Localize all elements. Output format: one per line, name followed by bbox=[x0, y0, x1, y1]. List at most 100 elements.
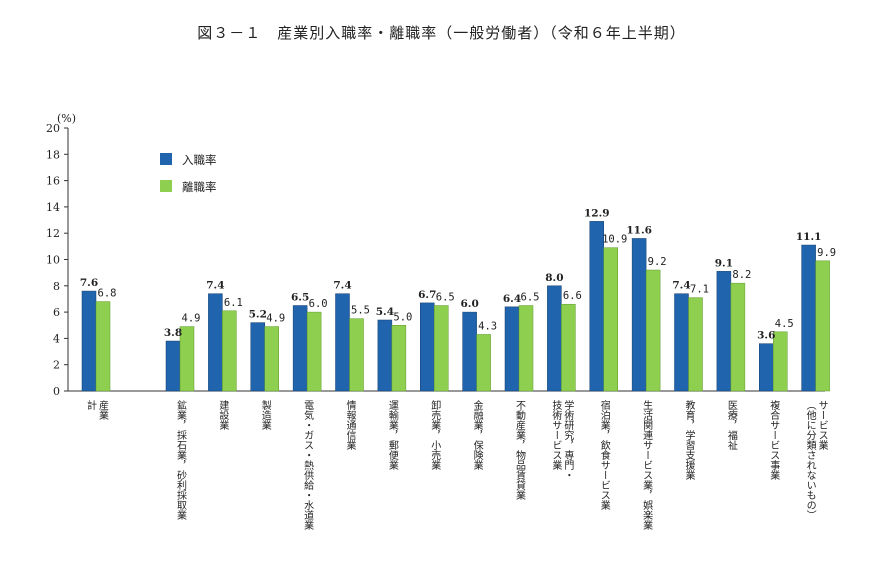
bar-exit bbox=[603, 247, 618, 392]
value-label-exit: 6.5 bbox=[521, 292, 540, 304]
category-label: 学術研究，専門・ bbox=[562, 399, 574, 480]
bar-exit bbox=[518, 305, 534, 392]
bar-entry bbox=[462, 311, 477, 392]
value-label-entry: 6.4 bbox=[503, 293, 521, 305]
category-label: 製造業 bbox=[259, 399, 271, 431]
category-label: 電気・ガス・熱供給・水道業 bbox=[302, 400, 314, 531]
bar-exit bbox=[688, 297, 703, 392]
value-label-exit: 6.5 bbox=[436, 292, 455, 304]
bar-exit bbox=[730, 282, 746, 392]
category-label: 宿泊業，飲食サービス業 bbox=[598, 399, 610, 511]
bar-entry bbox=[250, 322, 265, 392]
y-unit-label: (%) bbox=[57, 112, 76, 125]
category-label: 建設業 bbox=[217, 399, 229, 431]
category-label: 金融業，保険業 bbox=[471, 399, 483, 471]
value-label-exit: 6.0 bbox=[309, 298, 328, 310]
y-tick-label: 10 bbox=[46, 254, 60, 267]
category-label: 不動産業，物品賃貸業 bbox=[514, 400, 526, 501]
value-label-entry: 3.6 bbox=[757, 330, 775, 342]
category-labels: 産業計 鉱業，採石業，砂利採取業 建設業 製造業 電気・ガス・熱供給・水道業 情報通信業 運… bbox=[85, 399, 829, 531]
value-label-exit: 4.3 bbox=[478, 320, 497, 332]
value-label-entry: 6.7 bbox=[418, 289, 436, 301]
bar-entry bbox=[292, 305, 308, 392]
bar-entry bbox=[208, 293, 223, 392]
y-tick-label: 6 bbox=[53, 306, 60, 319]
bar-entry bbox=[377, 319, 393, 392]
bar-exit bbox=[773, 331, 788, 392]
bar-exit bbox=[815, 260, 830, 392]
value-label-exit: 6.1 bbox=[224, 297, 243, 309]
legend: 入職率 離職率 bbox=[160, 153, 217, 194]
value-label-exit: 4.5 bbox=[775, 318, 794, 330]
bar-exit bbox=[645, 269, 661, 392]
category-label: 技術サービス業 bbox=[550, 399, 562, 471]
y-tick-label: 20 bbox=[46, 122, 60, 135]
bar-exit bbox=[95, 301, 111, 392]
value-label-exit: 5.5 bbox=[351, 305, 370, 317]
value-label-exit: 6.6 bbox=[563, 290, 582, 302]
value-label-exit: 8.2 bbox=[732, 269, 751, 281]
bar-entry bbox=[801, 244, 816, 392]
y-tick-label: 4 bbox=[53, 332, 60, 345]
bar-exit bbox=[222, 310, 237, 392]
value-label-exit: 9.2 bbox=[648, 256, 667, 268]
value-label-entry: 9.1 bbox=[715, 257, 733, 269]
bar-entry bbox=[759, 343, 774, 392]
bar-exit bbox=[264, 326, 279, 392]
value-label-entry: 12.9 bbox=[584, 207, 610, 219]
value-label-exit: 6.8 bbox=[98, 288, 117, 300]
value-label-exit: 9.9 bbox=[817, 247, 836, 259]
bar-exit bbox=[391, 325, 407, 392]
value-label-exit: 5.0 bbox=[393, 311, 412, 323]
bar-exit bbox=[306, 311, 322, 392]
y-tick-label: 8 bbox=[53, 280, 60, 293]
value-labels: 7.66.83.84.97.46.15.2 4.96.56.07.45.5 5.4 5… bbox=[80, 207, 836, 341]
value-label-entry: 5.2 bbox=[249, 309, 267, 321]
category-label: 卸売業，小売業 bbox=[429, 399, 441, 471]
category-label: 複合サービス事業 bbox=[768, 399, 780, 481]
bar-entry bbox=[165, 340, 181, 392]
value-label-entry: 7.4 bbox=[672, 280, 690, 292]
y-tick-label: 16 bbox=[46, 175, 60, 188]
value-label-entry: 5.4 bbox=[376, 306, 394, 318]
value-label-entry: 7.4 bbox=[333, 280, 351, 292]
value-label-exit: 7.1 bbox=[690, 284, 709, 296]
value-label-entry: 7.6 bbox=[80, 277, 98, 289]
category-label: サービス業 bbox=[816, 400, 828, 451]
value-label-entry: 6.0 bbox=[460, 298, 478, 310]
value-label-entry: 3.8 bbox=[164, 327, 182, 339]
bar-entry bbox=[547, 285, 562, 392]
category-label: 生活関連サービス業，娯楽業 bbox=[641, 399, 653, 531]
bar-entry bbox=[420, 302, 435, 392]
bar-entry bbox=[504, 306, 520, 392]
category-label: 教育，学習支援業 bbox=[683, 399, 695, 481]
y-tick-label: 12 bbox=[46, 227, 60, 240]
value-label-exit: 4.9 bbox=[266, 313, 285, 325]
value-label-entry: 7.4 bbox=[206, 280, 224, 292]
value-label-exit: 10.9 bbox=[602, 234, 627, 246]
y-tick-label: 14 bbox=[46, 201, 60, 214]
bar-entry bbox=[674, 293, 689, 392]
bar-entry bbox=[335, 293, 350, 392]
value-label-entry: 11.6 bbox=[626, 224, 652, 236]
category-label: 医療，福祉 bbox=[725, 400, 737, 450]
y-tick-label: 18 bbox=[46, 148, 60, 161]
category-label: 運輸業，郵便業 bbox=[386, 400, 398, 471]
bar-exit bbox=[434, 305, 449, 392]
chart-title: 図３－１ 産業別入職率・離職率（一般労働者）（令和６年上半期） bbox=[197, 24, 686, 42]
legend-swatch-exit bbox=[160, 180, 172, 192]
bar-entry bbox=[589, 221, 604, 392]
legend-label-exit: 離職率 bbox=[182, 180, 217, 194]
category-label: 鉱業，採石業，砂利採取業 bbox=[175, 399, 187, 521]
bar-entry bbox=[716, 271, 732, 392]
value-label-entry: 8.0 bbox=[545, 272, 563, 284]
legend-label-entry: 入職率 bbox=[182, 153, 217, 167]
category-label: 計 bbox=[85, 399, 97, 411]
bar-exit bbox=[179, 326, 195, 392]
value-label-entry: 6.5 bbox=[291, 292, 309, 304]
bar-entry bbox=[81, 290, 97, 392]
bar-exit bbox=[349, 318, 364, 392]
legend-swatch-entry bbox=[160, 153, 172, 165]
bar-exit bbox=[561, 303, 576, 392]
